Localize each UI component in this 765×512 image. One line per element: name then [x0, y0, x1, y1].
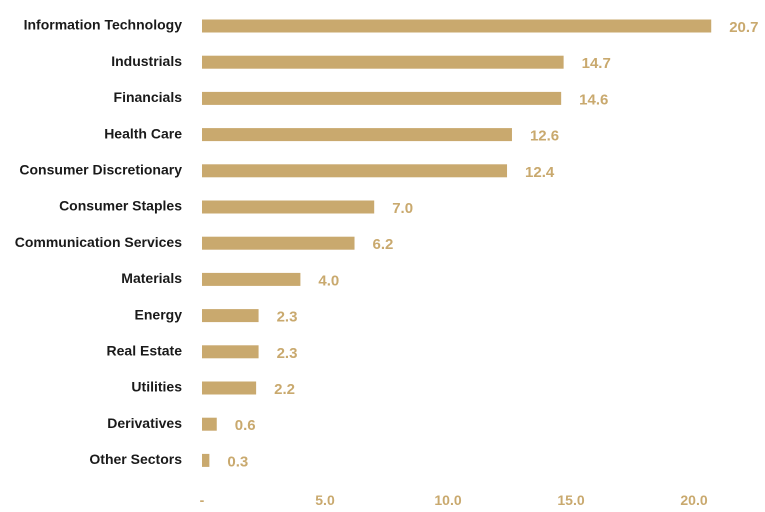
bar	[202, 309, 259, 323]
value-label: 14.6	[579, 91, 608, 108]
value-label: 12.4	[525, 164, 555, 181]
value-label: 6.2	[373, 236, 394, 253]
category-label: Real Estate	[107, 343, 183, 359]
value-label: 2.3	[277, 309, 298, 326]
category-label: Other Sectors	[89, 451, 182, 467]
value-label: 2.2	[274, 381, 295, 398]
value-label: 20.7	[729, 19, 758, 36]
bar	[202, 381, 257, 395]
bar	[202, 128, 512, 142]
bar	[202, 91, 562, 105]
x-tick-label: 15.0	[557, 492, 584, 508]
bar	[202, 164, 508, 178]
value-label: 0.3	[227, 453, 248, 470]
x-tick-label: 10.0	[434, 492, 461, 508]
category-label: Consumer Staples	[59, 198, 182, 214]
category-label: Consumer Discretionary	[19, 162, 182, 178]
category-label: Derivatives	[107, 415, 182, 431]
bar	[202, 417, 217, 431]
bar	[202, 55, 564, 69]
bar	[202, 236, 355, 250]
bar	[202, 19, 712, 33]
value-label: 14.7	[582, 55, 611, 72]
x-tick-label: 20.0	[680, 492, 707, 508]
category-label: Financials	[114, 89, 183, 105]
category-label: Industrials	[111, 53, 182, 69]
bar	[202, 200, 375, 214]
value-label: 2.3	[277, 345, 298, 362]
x-tick-label: -	[200, 492, 205, 508]
bar	[202, 453, 210, 467]
bar	[202, 345, 259, 359]
value-label: 0.6	[235, 417, 256, 434]
category-label: Materials	[121, 270, 182, 286]
category-label: Communication Services	[15, 234, 182, 250]
category-label: Utilities	[131, 379, 182, 395]
value-label: 7.0	[392, 200, 413, 217]
bar	[202, 272, 301, 286]
value-label: 12.6	[530, 128, 559, 145]
value-label: 4.0	[318, 272, 339, 289]
category-label: Information Technology	[24, 17, 183, 33]
category-label: Energy	[135, 306, 183, 322]
category-label: Health Care	[104, 125, 182, 141]
x-tick-label: 5.0	[315, 492, 335, 508]
